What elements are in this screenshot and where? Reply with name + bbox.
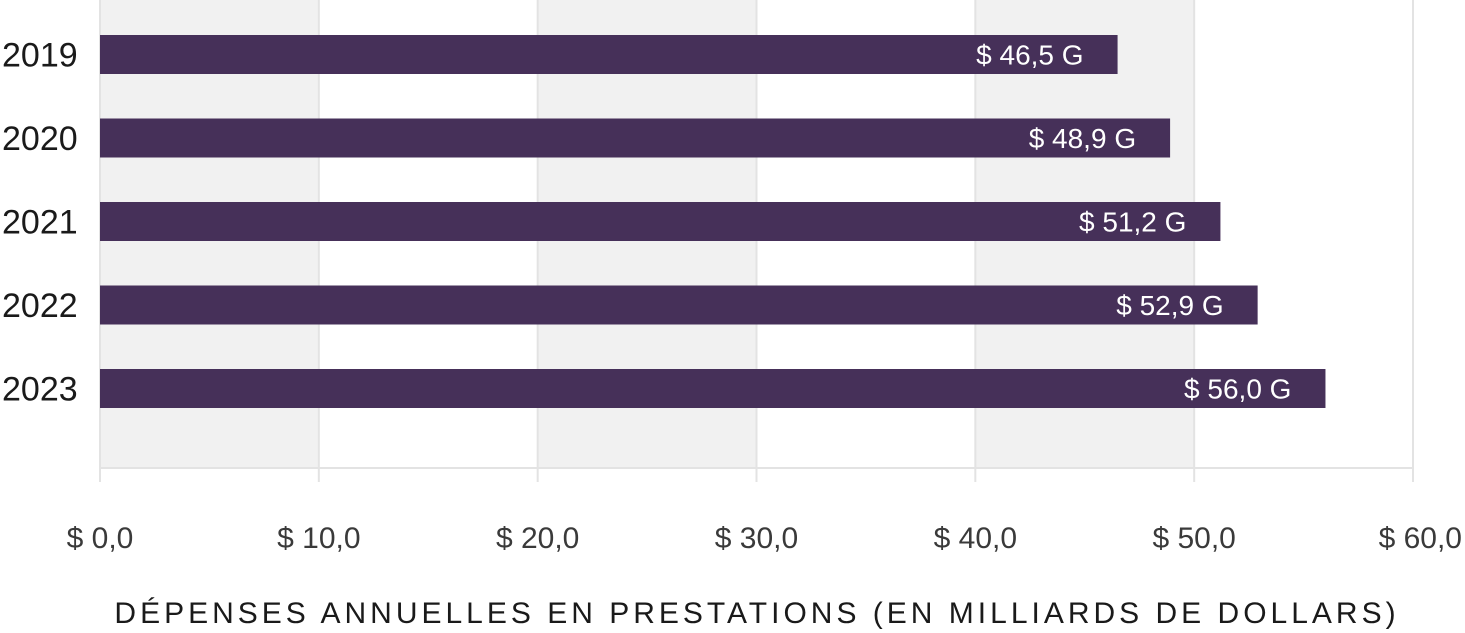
bar-value-label: $ 46,5 G [976,40,1083,71]
category-label: 2019 [2,37,78,75]
category-label: 2023 [2,371,78,409]
x-tick-label: $ 60,0 [1379,522,1462,555]
bar [100,369,1326,408]
x-tick-label: $ 40,0 [934,522,1017,555]
x-tick-label: $ 10,0 [277,522,360,555]
x-tick-label: $ 50,0 [1152,522,1235,555]
category-label: 2020 [2,120,78,158]
bar [100,285,1258,325]
bar [100,35,1118,74]
x-tick-labels: $ 0,0 $ 10,0 $ 20,0 $ 30,0 $ 40,0 $ 50,0 $ 60,… [67,522,1462,555]
bar-value-label: $ 52,9 G [1116,290,1223,321]
bars [100,35,1326,408]
bar [100,118,1171,158]
category-label: 2021 [2,204,78,242]
x-tick-label: $ 0,0 [67,522,134,555]
bar [100,202,1221,241]
x-tick-label: $ 20,0 [496,522,579,555]
category-labels: 2019 2020 2021 2022 2023 [2,37,78,409]
value-labels: $ 46,5 G $ 48,9 G $ 51,2 G $ 52,9 G $ 56,0 G [976,40,1291,405]
x-axis-title: DÉPENSES ANNUELLES EN PRESTATIONS (EN MI… [114,597,1399,630]
bar-value-label: $ 51,2 G [1079,207,1186,238]
bar-value-label: $ 56,0 G [1184,374,1291,405]
category-label: 2022 [2,287,78,325]
bar-value-label: $ 48,9 G [1029,123,1136,154]
x-tick-label: $ 30,0 [715,522,798,555]
